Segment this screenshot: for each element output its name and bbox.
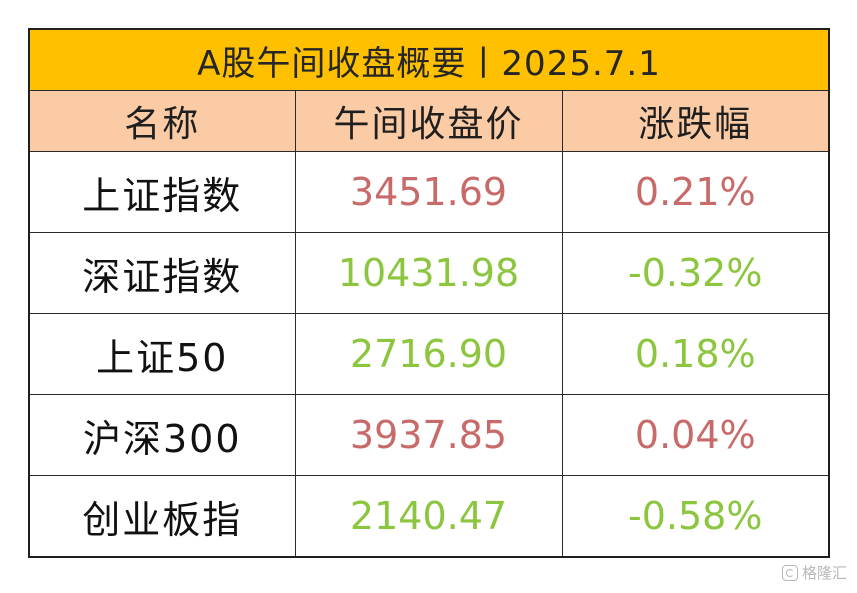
index-price: 2140.47: [294, 475, 563, 558]
index-change: 0.04%: [561, 394, 830, 476]
table-row: 上证指数 3451.69 0.21%: [28, 151, 830, 233]
index-name: 上证50: [28, 313, 296, 395]
table-row: 沪深300 3937.85 0.04%: [28, 394, 830, 476]
market-summary-table: A股午间收盘概要丨2025.7.1 名称 午间收盘价 涨跌幅 上证指数 3451…: [28, 28, 831, 558]
title-row: A股午间收盘概要丨2025.7.1: [28, 28, 830, 91]
index-change: 0.18%: [561, 313, 830, 395]
table-title: A股午间收盘概要丨2025.7.1: [28, 28, 830, 91]
table-row: 创业板指 2140.47 -0.58%: [28, 475, 830, 558]
index-price: 3451.69: [294, 151, 563, 233]
column-header-price: 午间收盘价: [294, 90, 563, 152]
gelonghui-logo-icon: [781, 564, 798, 581]
column-header-name: 名称: [28, 90, 296, 152]
table-row: 上证50 2716.90 0.18%: [28, 313, 830, 395]
watermark-text: 格隆汇: [801, 564, 847, 582]
index-name: 创业板指: [28, 475, 296, 558]
index-name: 沪深300: [28, 394, 296, 476]
index-price: 3937.85: [294, 394, 563, 476]
table-row: 深证指数 10431.98 -0.32%: [28, 232, 830, 314]
index-change: -0.32%: [561, 232, 830, 314]
index-price: 2716.90: [294, 313, 563, 395]
index-change: 0.21%: [561, 151, 830, 233]
column-header-change: 涨跌幅: [561, 90, 830, 152]
index-name: 上证指数: [28, 151, 296, 233]
index-change: -0.58%: [561, 475, 830, 558]
header-row: 名称 午间收盘价 涨跌幅: [28, 90, 830, 152]
index-price: 10431.98: [294, 232, 563, 314]
index-name: 深证指数: [28, 232, 296, 314]
watermark: 格隆汇: [781, 562, 847, 583]
